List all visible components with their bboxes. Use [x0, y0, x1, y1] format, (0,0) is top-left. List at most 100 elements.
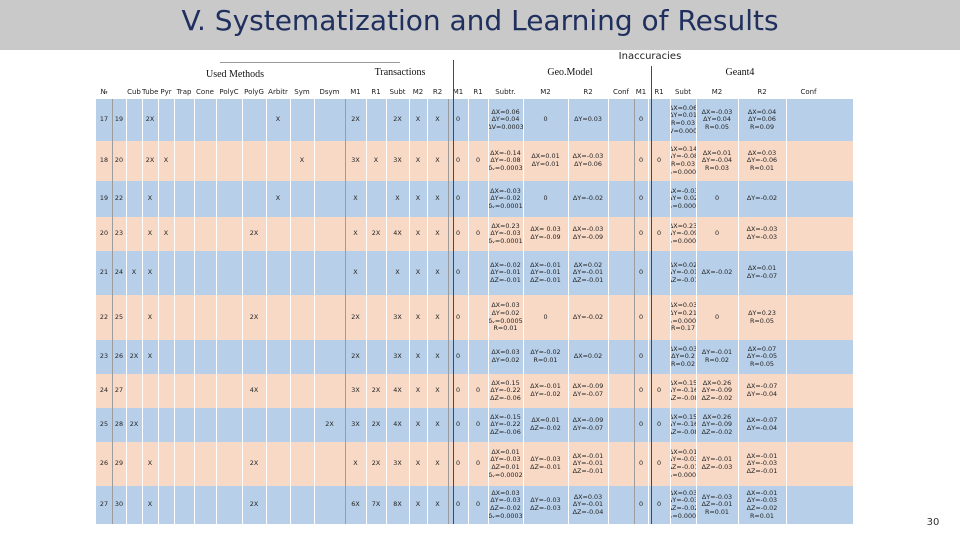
table-cell: 2X	[351, 115, 360, 124]
column-divider	[448, 99, 449, 524]
table-cell	[366, 99, 386, 141]
table-cell: X	[435, 156, 440, 165]
table-cell: X	[415, 420, 421, 429]
table-cell	[126, 99, 142, 141]
table-cell	[126, 295, 142, 340]
inaccuracies-label: Inaccuracies	[618, 51, 682, 62]
table-cell: X	[415, 459, 421, 468]
table-cell: 0	[475, 229, 481, 238]
table-cell: 0	[638, 268, 644, 277]
column-header: Tube	[142, 88, 158, 96]
table-cell: ΔX=0.03 ΔY=-0.06 R=0.01	[746, 148, 778, 172]
table-cell	[216, 295, 242, 340]
table-cell: ΔY=-0.02 R=0.01	[530, 348, 561, 364]
table-cell: X	[163, 229, 169, 238]
table-cell	[608, 99, 634, 141]
table-cell	[194, 408, 216, 442]
table-cell: 0	[656, 459, 662, 468]
table-cell	[174, 251, 194, 295]
table-cell	[786, 295, 831, 340]
column-divider	[266, 99, 267, 524]
table-cell	[194, 340, 216, 374]
table-cell: ΔX=0.23 ΔY=-0.03 δᵥ=0.0001	[488, 221, 523, 245]
table-cell: 2X	[145, 156, 155, 165]
table-cell	[216, 181, 242, 217]
table-cell: ΔX=-0.07 ΔY=-0.04	[746, 382, 778, 398]
table-cell: X	[147, 459, 153, 468]
table-cell: X	[435, 268, 440, 277]
table-cell	[608, 141, 634, 181]
column-header: M1	[452, 88, 464, 96]
table-cell	[174, 486, 194, 524]
column-divider	[634, 99, 635, 524]
table-cell	[142, 408, 158, 442]
table-cell: 23	[99, 352, 109, 361]
table-cell: ΔX=0.03 ΔY=0.02 δᵥ=0.0005 R=0.01	[488, 301, 523, 333]
table-cell	[786, 442, 831, 486]
table-cell	[174, 295, 194, 340]
column-divider	[738, 99, 739, 524]
table-cell	[786, 141, 831, 181]
table-row: 24 27 4X 3X 2X 4X X X 0 0 ΔX=0.15 ΔY=-0.22 ΔZ=-0.0…	[96, 374, 853, 408]
table-cell: 2X	[351, 352, 360, 361]
table-cell: ΔY=-0.02	[746, 194, 778, 203]
table-cell	[266, 251, 290, 295]
column-header: Trap	[176, 88, 192, 96]
table-cell	[126, 181, 142, 217]
table-cell: 0	[455, 352, 461, 361]
table-cell: X	[147, 268, 153, 277]
table-cell: 0	[638, 500, 644, 509]
table-cell	[174, 408, 194, 442]
table-cell: 2X	[325, 420, 334, 429]
column-divider	[345, 99, 346, 524]
table-cell	[216, 442, 242, 486]
table-cell: 3X	[393, 459, 402, 468]
table-cell: ΔX=0.04 ΔY=0.06 R=0.09	[747, 107, 777, 131]
table-cell	[290, 181, 314, 217]
table-cell: 2X	[393, 115, 402, 124]
table-cell: 4X	[393, 420, 402, 429]
column-header: M1	[350, 88, 361, 96]
table-cell	[608, 340, 634, 374]
table-cell: ΔX=0.02 ΔY=-0.01 ΔZ=-0.01	[670, 260, 696, 284]
column-header: №	[100, 88, 108, 96]
column-header: Cone	[196, 88, 214, 96]
table-cell: ΔX=0.23 ΔY=-0.09 δᵥ=0.0001	[670, 221, 696, 245]
table-cell: ΔY=-0.01 R=0.02	[701, 348, 733, 364]
table-cell: X	[353, 459, 358, 468]
table-cell: ΔX=-0.01 ΔY=-0.01 ΔZ=-0.01	[572, 451, 604, 475]
table-cell: ΔX=0.15 ΔY=-0.16 ΔZ=-0.08	[670, 412, 696, 436]
table-cell: 3X	[393, 312, 402, 321]
column-divider	[696, 99, 697, 524]
table-cell: 27	[99, 500, 109, 509]
column-header: Dsym	[319, 88, 340, 96]
table-cell: ΔX=0.01 ΔY=-0.07	[746, 264, 778, 280]
table-cell	[216, 374, 242, 408]
table-cell: ΔX=0.03 ΔY=-0.03 ΔZ=-0.02 δᵥ=0.0003	[670, 488, 696, 520]
table-cell: 22	[99, 312, 109, 321]
table-cell: ΔX=-0.03 ΔY=-0.02 δᵥ=0.0001	[488, 186, 523, 210]
table-cell: ΔX=0.03 ΔY=-0.03 ΔZ=-0.02 δᵥ=0.0003	[488, 488, 523, 520]
table-cell	[266, 217, 290, 251]
column-header: M2	[711, 88, 723, 96]
table-cell: X	[275, 115, 281, 124]
table-cell: ΔX=-0.15 ΔY=-0.22 ΔZ=-0.06	[490, 412, 521, 436]
table-cell: 0	[638, 156, 644, 165]
table-cell: ΔX=-0.09 ΔY=-0.07	[572, 416, 604, 432]
table-cell	[194, 217, 216, 251]
table-cell: 0	[714, 194, 720, 203]
table-cell: 0	[455, 268, 461, 277]
table-cell: X	[435, 386, 440, 395]
table-cell	[216, 99, 242, 141]
column-divider	[568, 99, 569, 524]
table-cell: X	[275, 194, 281, 203]
table-cell: ΔX=-0.01 ΔY=-0.02	[530, 382, 561, 398]
table-cell: X	[435, 352, 440, 361]
table-cell	[194, 374, 216, 408]
column-header: R1	[654, 88, 664, 96]
table-cell	[174, 141, 194, 181]
table-cell: ΔX=0.03 ΔY=0.2 R=0.02	[670, 344, 696, 368]
header-rule	[220, 62, 400, 63]
table-cell	[314, 374, 345, 408]
table-cell: 0	[475, 500, 481, 509]
